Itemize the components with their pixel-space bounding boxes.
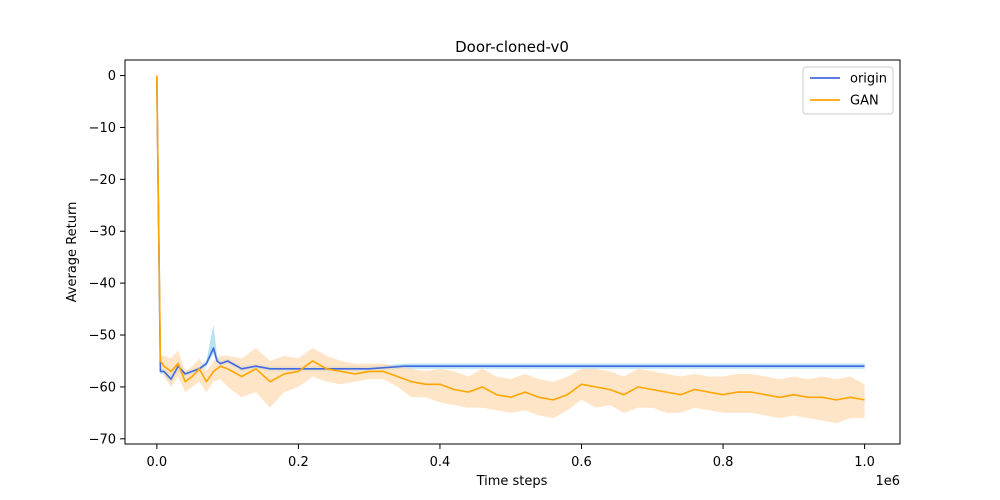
y-tick-label: −30 xyxy=(89,225,116,240)
y-tick-label: −40 xyxy=(89,277,116,292)
series-line-origin xyxy=(156,75,865,380)
y-tick-label: −20 xyxy=(89,173,116,188)
series-lines xyxy=(156,75,865,401)
plot-area-frame xyxy=(124,59,901,445)
y-axis: 0 −10 −20 −30 −40 −50 −60 −70 xyxy=(89,69,125,447)
x-tick-label: 1.0 xyxy=(854,455,875,470)
series-line-gan xyxy=(156,75,865,401)
x-tick-label: 0.6 xyxy=(571,455,592,470)
x-tick-label: 0.2 xyxy=(288,455,309,470)
y-axis-title: Average Return xyxy=(65,202,80,303)
band-origin xyxy=(156,75,865,385)
x-axis-title: Time steps xyxy=(476,474,548,489)
y-tick-label: 0 xyxy=(108,69,116,84)
y-tick-label: −10 xyxy=(89,121,116,136)
band-gan xyxy=(156,75,865,424)
y-tick-label: −50 xyxy=(89,329,116,344)
legend-label-gan: GAN xyxy=(850,94,879,109)
x-tick-label: 0.0 xyxy=(147,455,168,470)
legend-label-origin: origin xyxy=(850,72,887,87)
x-axis-offset-label: 1e6 xyxy=(875,474,900,489)
y-tick-label: −60 xyxy=(89,380,116,395)
x-tick-label: 0.8 xyxy=(713,455,734,470)
y-tick-label: −70 xyxy=(89,432,116,447)
legend: origin GAN xyxy=(802,66,894,115)
x-tick-label: 0.4 xyxy=(430,455,451,470)
chart-title: Door-cloned-v0 xyxy=(455,38,569,56)
x-axis: 0.0 0.2 0.4 0.6 0.8 1.0 xyxy=(147,444,875,470)
confidence-bands xyxy=(156,75,865,424)
